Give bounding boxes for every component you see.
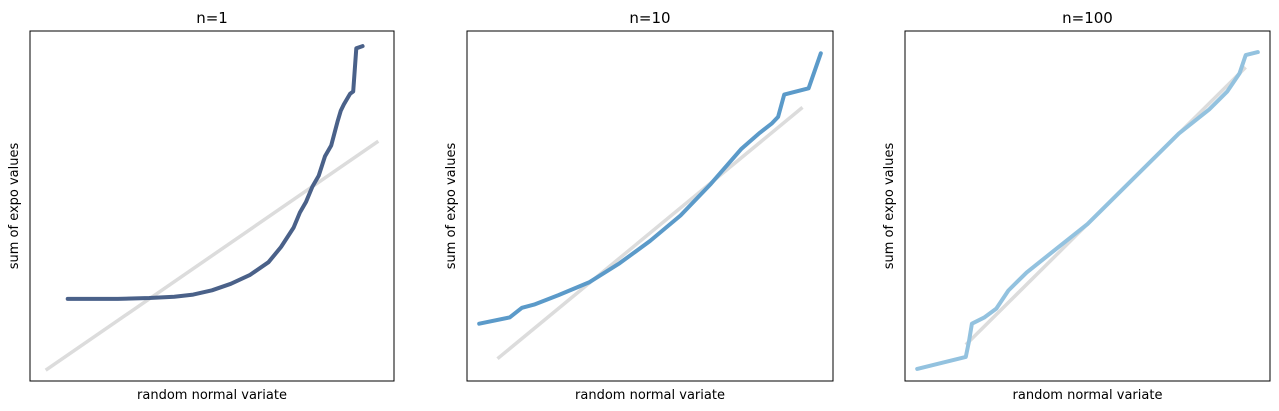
reference-line xyxy=(496,106,804,361)
data-series-line xyxy=(477,51,823,326)
y-axis-label: sum of expo values xyxy=(444,143,459,270)
reference-line xyxy=(44,139,380,372)
panels: n=1 random normal variate sum of expo valu… xyxy=(7,9,1271,403)
x-axis-label: random normal variate xyxy=(1013,388,1163,403)
chart-panel-3: n=100 random normal variate sum of expo va… xyxy=(882,9,1271,403)
chart-panel-2: n=10 random normal variate sum of expo val… xyxy=(444,9,834,403)
y-axis-label: sum of expo values xyxy=(7,143,22,270)
chart-panel-1: n=1 random normal variate sum of expo valu… xyxy=(7,9,395,403)
data-series-line xyxy=(915,50,1260,371)
axes-frame xyxy=(466,30,834,382)
chart-title: n=100 xyxy=(1062,9,1113,27)
y-axis-label: sum of expo values xyxy=(882,143,897,270)
axes-frame xyxy=(904,30,1271,382)
data-series-line xyxy=(65,44,365,301)
x-axis-label: random normal variate xyxy=(137,388,287,403)
axes-frame xyxy=(29,30,395,382)
x-axis-label: random normal variate xyxy=(575,388,725,403)
chart-title: n=1 xyxy=(196,9,228,27)
chart-title: n=10 xyxy=(629,9,670,27)
